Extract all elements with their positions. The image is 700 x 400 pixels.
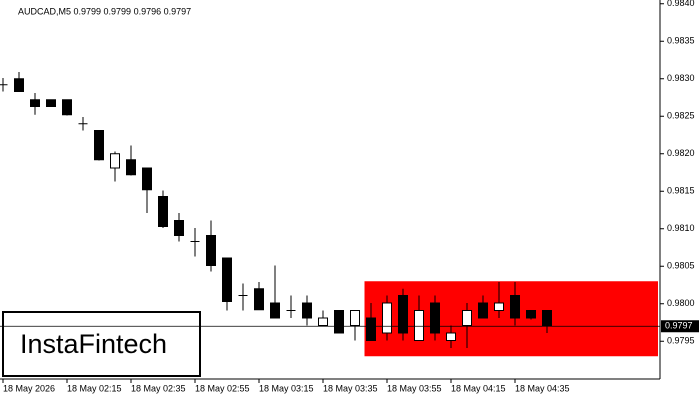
y-tick-label: 0.9835: [667, 36, 695, 46]
logo-box: [2, 311, 201, 377]
last-price-label: 0.9797: [665, 321, 693, 331]
x-tick-label: 18 May 2026: [3, 383, 55, 393]
y-tick-label: 0.9840: [667, 0, 695, 8]
x-tick-label: 18 May 03:15: [259, 383, 314, 393]
candle-layer: [0, 72, 552, 348]
body: [510, 295, 520, 319]
body: [110, 153, 120, 169]
body: [126, 159, 136, 176]
body: [318, 317, 328, 326]
body: [254, 288, 264, 311]
body: [222, 257, 232, 302]
body: [302, 302, 312, 319]
body: [14, 78, 24, 92]
chart-title: AUDCAD,M5 0.9799 0.9799 0.9796 0.9797: [18, 6, 191, 16]
x-tick-label: 18 May 02:55: [195, 383, 250, 393]
logo: InstaFintech: [20, 329, 167, 359]
body: [94, 130, 104, 161]
x-tick-label: 18 May 04:15: [451, 383, 506, 393]
y-tick-label: 0.9825: [667, 111, 695, 121]
x-tick-label: 18 May 04:35: [515, 383, 570, 393]
body: [542, 310, 552, 326]
body: [382, 302, 392, 334]
x-tick-label: 18 May 02:35: [131, 383, 186, 393]
y-tick-label: 0.9810: [667, 223, 695, 233]
y-tick-label: 0.9815: [667, 186, 695, 196]
x-tick-label: 18 May 03:35: [323, 383, 378, 393]
y-tick-label: 0.9805: [667, 261, 695, 271]
body: [430, 302, 440, 334]
body: [526, 310, 536, 319]
body: [478, 302, 488, 319]
y-tick-label: 0.9800: [667, 298, 695, 308]
zone: [364, 281, 658, 357]
zone-layer: [364, 281, 658, 357]
body: [398, 295, 408, 334]
body: [414, 310, 424, 341]
body: [270, 302, 280, 319]
body: [30, 99, 40, 107]
body: [158, 196, 168, 227]
body: [446, 332, 456, 341]
y-tick-label: 0.9820: [667, 148, 695, 158]
body: [350, 310, 360, 326]
body: [366, 317, 376, 341]
body: [334, 310, 344, 334]
body: [46, 99, 56, 107]
body: [142, 167, 152, 191]
body: [174, 220, 184, 236]
x-tick-label: 18 May 02:15: [67, 383, 122, 393]
body: [494, 302, 504, 311]
body: [206, 235, 216, 266]
body: [462, 310, 472, 326]
body: [62, 99, 72, 116]
y-tick-label: 0.9795: [667, 336, 695, 346]
y-tick-label: 0.9830: [667, 73, 695, 83]
last-price-box: [661, 320, 699, 333]
x-tick-label: 18 May 03:55: [387, 383, 442, 393]
